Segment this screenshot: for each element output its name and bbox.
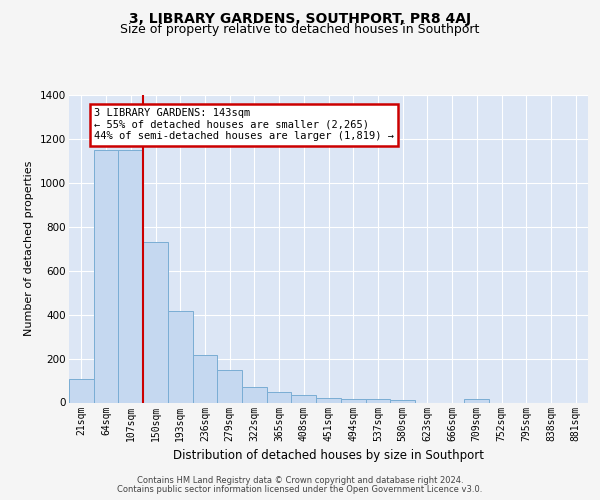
Text: Contains HM Land Registry data © Crown copyright and database right 2024.: Contains HM Land Registry data © Crown c… [137, 476, 463, 485]
Text: Size of property relative to detached houses in Southport: Size of property relative to detached ho… [121, 24, 479, 36]
Bar [292, 396, 316, 402]
Bar [365, 399, 390, 402]
Bar [94, 150, 118, 403]
Bar [464, 399, 489, 402]
Bar [316, 398, 341, 402]
Bar [143, 242, 168, 402]
Bar [341, 399, 365, 402]
Text: 3 LIBRARY GARDENS: 143sqm
← 55% of detached houses are smaller (2,265)
44% of se: 3 LIBRARY GARDENS: 143sqm ← 55% of detac… [94, 108, 394, 142]
Bar [69, 379, 94, 402]
X-axis label: Distribution of detached houses by size in Southport: Distribution of detached houses by size … [173, 449, 484, 462]
Bar [390, 400, 415, 402]
Bar [242, 387, 267, 402]
Bar [217, 370, 242, 402]
Bar [193, 356, 217, 403]
Bar [118, 150, 143, 403]
Bar [168, 312, 193, 402]
Bar [267, 392, 292, 402]
Text: Contains public sector information licensed under the Open Government Licence v3: Contains public sector information licen… [118, 484, 482, 494]
Text: 3, LIBRARY GARDENS, SOUTHPORT, PR8 4AJ: 3, LIBRARY GARDENS, SOUTHPORT, PR8 4AJ [129, 12, 471, 26]
Y-axis label: Number of detached properties: Number of detached properties [25, 161, 34, 336]
